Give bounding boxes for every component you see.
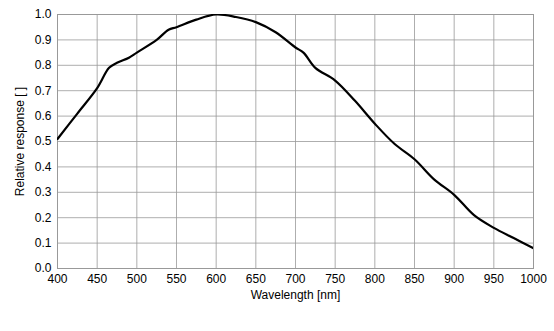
svg-text:600: 600 xyxy=(206,272,226,286)
svg-text:1000: 1000 xyxy=(520,272,547,286)
svg-text:0.8: 0.8 xyxy=(35,58,52,72)
svg-text:0.1: 0.1 xyxy=(35,236,52,250)
svg-text:950: 950 xyxy=(484,272,504,286)
svg-text:550: 550 xyxy=(166,272,186,286)
svg-text:450: 450 xyxy=(87,272,107,286)
svg-text:800: 800 xyxy=(365,272,385,286)
svg-text:0.5: 0.5 xyxy=(35,134,52,148)
svg-text:0.7: 0.7 xyxy=(35,84,52,98)
svg-text:0.0: 0.0 xyxy=(35,261,52,275)
svg-text:650: 650 xyxy=(246,272,266,286)
svg-text:750: 750 xyxy=(325,272,345,286)
svg-text:0.6: 0.6 xyxy=(35,109,52,123)
svg-text:0.9: 0.9 xyxy=(35,33,52,47)
svg-text:700: 700 xyxy=(285,272,305,286)
svg-text:1.0: 1.0 xyxy=(35,7,52,21)
svg-text:Wavelength [nm]: Wavelength [nm] xyxy=(251,288,341,302)
svg-text:0.2: 0.2 xyxy=(35,211,52,225)
svg-text:0.4: 0.4 xyxy=(35,160,52,174)
svg-text:850: 850 xyxy=(404,272,424,286)
svg-text:400: 400 xyxy=(47,272,68,286)
svg-text:900: 900 xyxy=(444,272,464,286)
svg-text:Relative response [ ]: Relative response [ ] xyxy=(13,87,27,196)
svg-text:500: 500 xyxy=(127,272,147,286)
svg-text:0.3: 0.3 xyxy=(35,185,52,199)
